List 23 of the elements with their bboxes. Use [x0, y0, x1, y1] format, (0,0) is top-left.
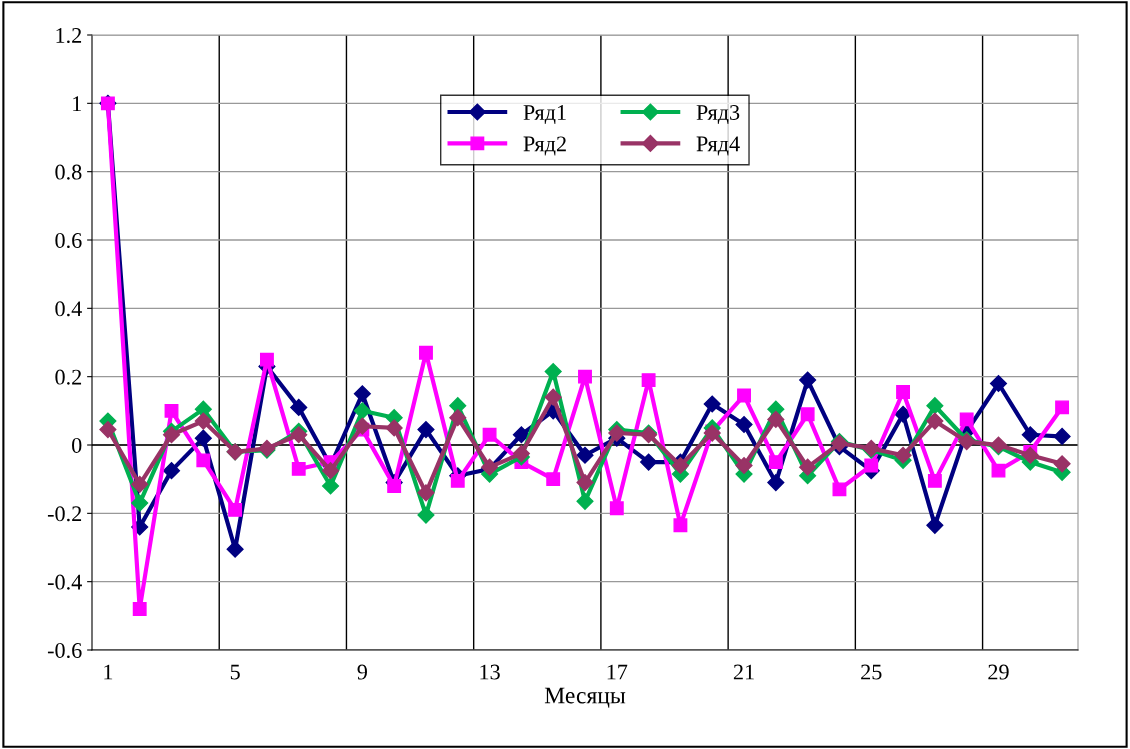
legend-label: Ряд2 [523, 136, 566, 156]
y-tick-label: -0.2 [47, 506, 82, 522]
y-tick-label: 0.6 [55, 232, 82, 249]
y-tick-label: 0.4 [55, 301, 82, 317]
x-tick-label: 25 [861, 664, 882, 680]
y-tick-label: 0.8 [55, 164, 82, 180]
x-axis-title: Месяцы [544, 687, 626, 708]
x-tick-label: 29 [988, 664, 1009, 680]
x-tick-label: 5 [230, 664, 240, 680]
y-tick-label: 0.2 [55, 369, 82, 385]
y-tick-label: -0.4 [47, 574, 82, 590]
y-tick-label: 1.2 [56, 27, 82, 44]
y-tick-label: 1 [73, 96, 81, 112]
x-tick-label: 13 [480, 664, 500, 680]
y-tick-label: 0 [72, 437, 82, 453]
x-tick-label: 9 [357, 664, 367, 680]
x-tick-label: 21 [733, 664, 754, 680]
legend-label: Ряд4 [696, 136, 740, 156]
x-tick-label: 17 [607, 664, 628, 680]
legend-label: Ряд1 [523, 105, 566, 125]
x-tick-label: 1 [104, 664, 113, 680]
y-tick-label: -0.6 [47, 642, 82, 659]
legend-label: Ряд3 [696, 105, 740, 125]
